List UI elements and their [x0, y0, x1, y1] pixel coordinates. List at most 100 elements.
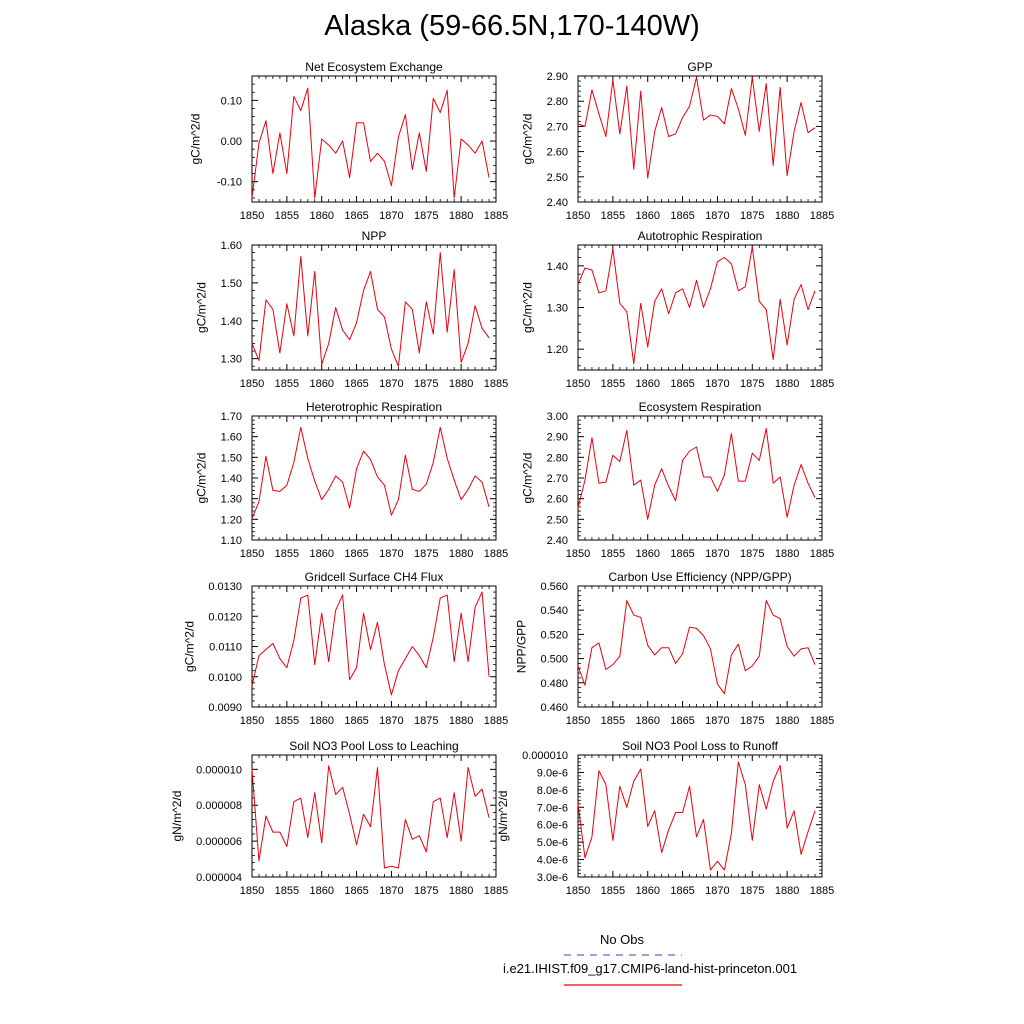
x-tick-label: 1850 [240, 210, 264, 222]
x-tick-label: 1875 [740, 378, 764, 390]
x-tick-label: 1865 [344, 210, 368, 222]
x-tick-label: 1860 [309, 378, 333, 390]
y-tick-label: 1.40 [221, 473, 242, 485]
y-tick-label: 0.480 [540, 678, 568, 690]
y-tick-label: 1.50 [221, 452, 242, 464]
x-tick-label: 1870 [705, 715, 729, 727]
y-axis-label: gC/m^2/d [195, 453, 209, 504]
x-tick-label: 1875 [740, 210, 764, 222]
x-tick-label: 1865 [670, 210, 694, 222]
series-line [251, 591, 490, 696]
x-tick-label: 1855 [601, 715, 625, 727]
x-tick-label: 1850 [566, 210, 590, 222]
x-tick-label: 1885 [484, 548, 508, 560]
series-line [251, 87, 490, 199]
y-tick-label: 2.60 [547, 494, 568, 506]
x-tick-label: 1865 [670, 548, 694, 560]
x-tick-label: 1865 [670, 885, 694, 897]
x-tick-label: 1865 [344, 378, 368, 390]
x-tick-label: 1860 [635, 885, 659, 897]
x-tick-label: 1850 [566, 885, 590, 897]
x-tick-label: 1870 [705, 378, 729, 390]
y-tick-label: 6.0e-6 [537, 820, 568, 832]
y-tick-label: 0.460 [540, 702, 568, 714]
y-tick-label: 1.20 [221, 514, 242, 526]
x-tick-label: 1885 [810, 885, 834, 897]
x-tick-label: 1850 [566, 715, 590, 727]
x-tick-label: 1875 [740, 548, 764, 560]
x-tick-label: 1870 [705, 548, 729, 560]
x-tick-label: 1880 [449, 210, 473, 222]
y-tick-label: 3.0e-6 [537, 872, 568, 884]
x-tick-label: 1855 [275, 715, 299, 727]
x-tick-label: 1855 [275, 885, 299, 897]
plot-frame [577, 754, 823, 878]
x-tick-label: 1885 [810, 210, 834, 222]
x-tick-label: 1850 [566, 378, 590, 390]
y-tick-label: 0.540 [540, 605, 568, 617]
y-tick-label: 1.50 [221, 278, 242, 290]
series-line [251, 765, 490, 869]
panel-0: 1850 1855 1860 1865 1870 1875 1880 1885 0.10 0.00… [189, 60, 509, 222]
x-tick-label: 1875 [414, 210, 438, 222]
panel-7: 1850 1855 1860 1865 1870 1875 1880 1885 0.460 0.4… [515, 570, 835, 727]
y-axis-label: gC/m^2/d [521, 453, 535, 504]
y-tick-label: 1.40 [547, 261, 568, 273]
y-tick-label: 0.560 [540, 581, 568, 593]
x-tick-label: 1875 [740, 715, 764, 727]
x-tick-label: 1875 [414, 885, 438, 897]
legend-obs-label: No Obs [599, 932, 645, 947]
panel-title: Ecosystem Respiration [639, 400, 762, 414]
panel-8: 1850 1855 1860 1865 1870 1875 1880 1885 0.000004… [170, 739, 508, 897]
x-tick-label: 1860 [309, 885, 333, 897]
panel-9: 1850 1855 1860 1865 1870 1875 1880 1885 3.0e-6 4.… [496, 739, 834, 897]
x-tick-label: 1855 [275, 210, 299, 222]
y-tick-label: 2.80 [547, 96, 568, 108]
x-tick-label: 1860 [635, 378, 659, 390]
x-tick-label: 1880 [449, 715, 473, 727]
y-tick-label: 1.30 [221, 354, 242, 366]
panel-title: NPP [362, 229, 387, 243]
x-tick-label: 1860 [635, 548, 659, 560]
y-tick-label: -0.10 [217, 177, 242, 189]
y-tick-label: 5.0e-6 [537, 837, 568, 849]
x-tick-label: 1865 [670, 378, 694, 390]
x-tick-label: 1875 [414, 715, 438, 727]
x-tick-label: 1870 [379, 378, 403, 390]
y-tick-label: 2.50 [547, 514, 568, 526]
y-tick-label: 0.00 [221, 136, 242, 148]
series-line [251, 426, 490, 519]
y-axis-label: gC/m^2/d [189, 114, 203, 165]
x-tick-label: 1870 [379, 548, 403, 560]
y-tick-label: 0.0100 [208, 672, 242, 684]
y-axis-label: gN/m^2/d [496, 791, 510, 842]
series-line [577, 600, 816, 695]
series-line [577, 246, 816, 365]
panel-6: 1850 1855 1860 1865 1870 1875 1880 1885 0.0090 0.… [182, 570, 508, 727]
x-tick-label: 1885 [484, 210, 508, 222]
x-tick-label: 1880 [775, 715, 799, 727]
x-tick-label: 1870 [379, 715, 403, 727]
y-tick-label: 1.70 [221, 411, 242, 423]
panel-title: GPP [687, 60, 712, 74]
x-tick-label: 1855 [601, 548, 625, 560]
y-tick-label: 9.0e-6 [537, 767, 568, 779]
y-tick-label: 2.90 [547, 432, 568, 444]
y-tick-label: 0.500 [540, 654, 568, 666]
panel-3: 1850 1855 1860 1865 1870 1875 1880 1885 1.20 1.30… [521, 229, 835, 390]
plot-frame [577, 585, 823, 708]
plot-frame [577, 415, 823, 541]
series-line [577, 427, 816, 520]
y-tick-label: 7.0e-6 [537, 802, 568, 814]
x-tick-label: 1880 [449, 378, 473, 390]
y-tick-label: 1.10 [221, 535, 242, 547]
y-tick-label: 8.0e-6 [537, 785, 568, 797]
panel-title: Soil NO3 Pool Loss to Runoff [622, 739, 779, 753]
x-tick-label: 1875 [740, 885, 764, 897]
plot-frame [251, 585, 497, 708]
y-tick-label: 0.000010 [196, 764, 242, 776]
x-tick-label: 1875 [414, 548, 438, 560]
x-tick-label: 1850 [240, 378, 264, 390]
x-tick-label: 1870 [379, 210, 403, 222]
x-tick-label: 1850 [566, 548, 590, 560]
